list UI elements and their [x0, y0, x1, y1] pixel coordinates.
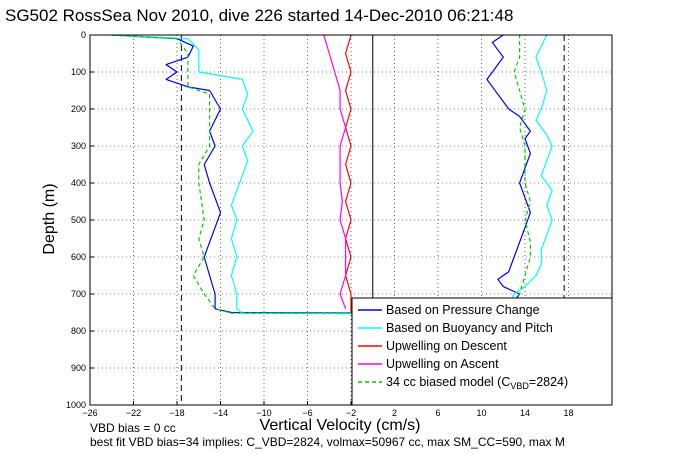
x-tick-label: −18: [169, 408, 184, 418]
x-tick-label: 18: [563, 408, 573, 418]
x-tick-label: 14: [520, 408, 530, 418]
series-line-4: [111, 34, 532, 314]
x-tick-label: −2: [346, 408, 356, 418]
x-axis-label: Vertical Velocity (cm/s): [260, 417, 421, 434]
footer-line-2: best fit VBD bias=34 implies: C_VBD=2824…: [90, 435, 565, 449]
legend-label: Based on Buoyancy and Pitch: [386, 321, 553, 335]
series-line-2: [345, 34, 352, 313]
y-tick-label: 0: [81, 30, 86, 40]
x-tick-label: −26: [82, 408, 97, 418]
y-tick-label: 1000: [66, 400, 86, 410]
x-tick-label: −6: [302, 408, 312, 418]
x-tick-label: 2: [392, 408, 397, 418]
footer-line-1: VBD bias = 0 cc: [90, 421, 176, 435]
plot-lines: [111, 34, 553, 315]
legend: Based on Pressure Change Based on Buoyanc…: [351, 297, 613, 406]
x-tick-label: −14: [213, 408, 228, 418]
series-line-1: [111, 34, 553, 315]
y-tick-label: 100: [71, 67, 86, 77]
y-tick-label: 900: [71, 363, 86, 373]
y-tick-label: 300: [71, 141, 86, 151]
y-tick-label: 200: [71, 104, 86, 114]
chart-title: SG502 RossSea Nov 2010, dive 226 started…: [5, 6, 513, 25]
series-line-0: [111, 34, 532, 314]
x-axis-ticks: −26 −22 −18 −14 −10 −6 −2 2 6 10 14 18: [82, 401, 574, 418]
y-tick-label: 500: [71, 215, 86, 225]
x-tick-label: 10: [476, 408, 486, 418]
x-tick-label: −22: [126, 408, 141, 418]
x-tick-label: 6: [435, 408, 440, 418]
x-tick-label: −10: [256, 408, 271, 418]
y-axis-label: Depth (m): [41, 183, 58, 254]
y-axis-ticks: 0 100 200 300 400 500 600 700 800 900 1000: [66, 30, 94, 410]
series-line-3: [323, 34, 347, 310]
y-tick-label: 700: [71, 289, 86, 299]
legend-label: Based on Pressure Change: [386, 303, 540, 317]
legend-label: Upwelling on Ascent: [386, 357, 499, 371]
legend-label: Upwelling on Descent: [386, 339, 507, 353]
y-tick-label: 600: [71, 252, 86, 262]
y-tick-label: 400: [71, 178, 86, 188]
legend-label: 34 cc biased model (CVBD=2824): [386, 375, 568, 391]
legend-box: [351, 297, 613, 406]
y-tick-label: 800: [71, 326, 86, 336]
